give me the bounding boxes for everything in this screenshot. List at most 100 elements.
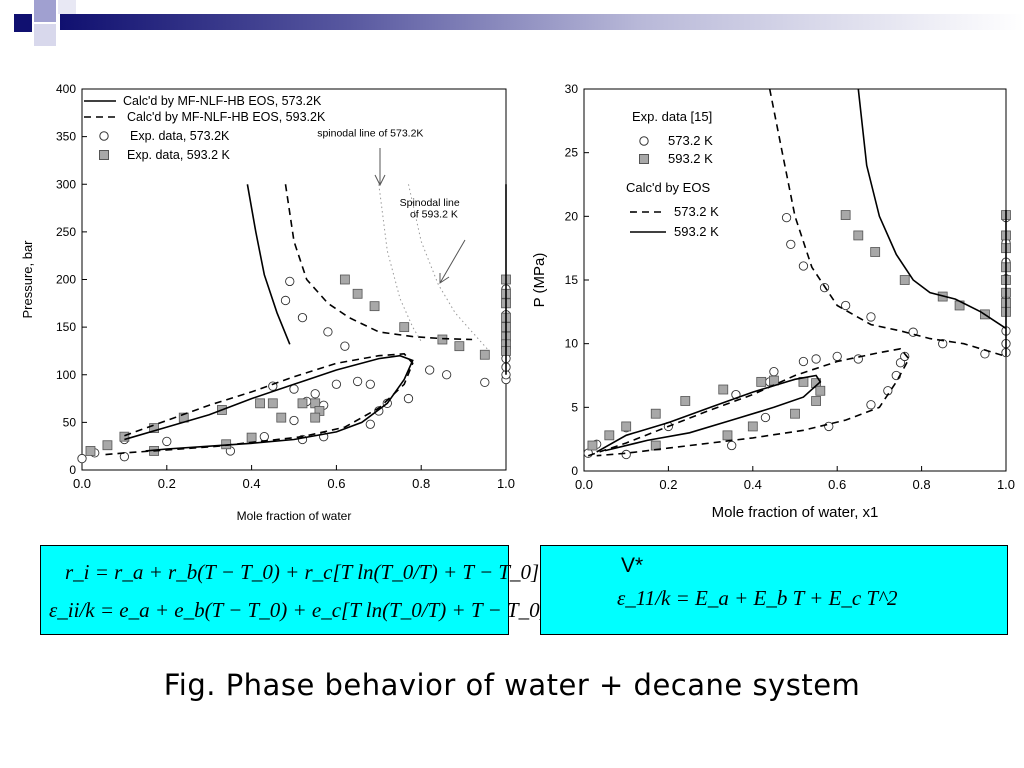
series-line [124, 354, 414, 452]
data-point-square [840, 210, 851, 220]
annotation-arrow [439, 239, 466, 284]
data-point-square [246, 432, 257, 443]
data-point-circle [900, 351, 910, 362]
data-point-circle [280, 295, 291, 306]
data-point-circle [621, 449, 631, 460]
data-point-square [587, 440, 598, 451]
data-point-circle [77, 453, 87, 464]
y-axis-label: P (MPa) [531, 253, 548, 308]
data-point-square [870, 247, 881, 257]
data-point-square [811, 396, 822, 406]
x-tick-label: 0.6 [828, 477, 846, 492]
legend-label: 593.2 K [674, 224, 719, 239]
series-line [768, 88, 1007, 358]
x-tick-label: 0.0 [575, 477, 593, 492]
legend-label: 573.2 K [668, 133, 713, 148]
data-point-square [853, 230, 864, 241]
data-point-circle [866, 400, 876, 410]
legend-label: Calc'd by EOS [626, 180, 710, 195]
data-point-square [399, 322, 410, 333]
equation-eps-ii: ε_ii/k = e_a + e_b(T − T_0) + e_c[T ln(T… [49, 598, 548, 622]
series-line [857, 88, 1007, 330]
legend-square-swatch [99, 150, 109, 160]
data-point-circle [938, 339, 948, 349]
annotation-text: spinodal line of 573.2K [317, 128, 423, 140]
y-tick-label: 25 [565, 146, 579, 160]
x-tick-label: 0.4 [744, 477, 762, 492]
legend-label: Exp. data, 573.2K [130, 129, 230, 143]
y-axis-label: Pressure, bar [20, 240, 35, 319]
data-point-square [437, 334, 448, 345]
data-point-circle [310, 389, 320, 399]
data-point-square [479, 349, 490, 360]
data-point-square [102, 440, 113, 451]
data-point-circle [895, 358, 906, 368]
x-axis-label: Mole fraction of water, x1 [712, 504, 879, 521]
annotation-text: Spinodal line [400, 197, 460, 209]
equation-eps-11: ε_11/k = E_a + E_b T + E_c T^2 [617, 586, 898, 610]
data-point-circle [441, 370, 452, 380]
chart-pressure-mpa: 0.0 0.2 0.4 0.6 0.8 1.0 0 5 10 15 20 25 30 Mole fract… [531, 82, 1015, 521]
legend-circle-swatch [639, 136, 649, 146]
data-point-square [352, 288, 363, 299]
banner-square-white [58, 0, 76, 14]
y-tick-label: 5 [571, 400, 578, 414]
y-tick-label: 0 [69, 463, 76, 477]
data-point-circle [840, 300, 851, 311]
data-point-square [747, 421, 758, 432]
y-tick-label: 0 [571, 464, 578, 478]
chart-pressure-bar: 0.0 0.2 0.4 0.6 0.8 1.0 0 50 100 150 200 250 300 350 4… [20, 82, 515, 523]
x-tick-label: 0.8 [412, 476, 430, 491]
data-point-square [454, 341, 465, 352]
data-point-circle [811, 354, 821, 364]
annotation-text: of 593.2 K [410, 209, 458, 221]
data-point-circle [824, 421, 834, 432]
y-tick-label: 200 [56, 273, 76, 287]
data-point-square [621, 421, 632, 432]
data-point-square [756, 376, 767, 387]
y-tick-label: 10 [565, 337, 579, 351]
series-line [103, 352, 414, 456]
title-banner [0, 0, 1024, 48]
legend-label: Calc'd by MF-NLF-HB EOS, 593.2K [127, 110, 326, 124]
data-point-square [790, 408, 800, 419]
data-point-square [339, 274, 350, 285]
data-point-circle [798, 356, 809, 367]
y-tick-label: 100 [56, 368, 76, 382]
legend-label: Calc'd by MF-NLF-HB EOS, 573.2K [123, 94, 322, 108]
data-point-circle [285, 276, 295, 287]
equation-ri: r_i = r_a + r_b(T − T_0) + r_c[T ln(T_0/… [65, 560, 540, 584]
y-tick-label: 50 [63, 415, 77, 429]
data-point-circle [119, 452, 130, 462]
equation-box-right: V* ε_11/k = E_a + E_b T + E_c T^2 [540, 545, 1008, 635]
banner-gradient [60, 14, 1024, 30]
data-point-square [815, 385, 826, 396]
data-point-circle [259, 432, 269, 442]
banner-square-navy [14, 14, 32, 32]
equation-vstar: V* [621, 554, 644, 577]
x-tick-label: 1.0 [497, 476, 515, 491]
y-tick-label: 250 [56, 225, 76, 239]
figure-caption: Fig. Phase behavior of water + decane sy… [163, 668, 861, 702]
x-tick-label: 0.0 [73, 476, 91, 491]
data-point-square [718, 384, 729, 395]
data-point-circle [297, 312, 308, 323]
series-line [587, 347, 910, 457]
data-point-square [267, 398, 278, 409]
data-point-circle [781, 212, 792, 223]
data-point-square [276, 412, 287, 423]
data-point-square [899, 275, 910, 285]
data-point-square [149, 423, 159, 433]
y-tick-label: 30 [565, 82, 579, 96]
x-tick-label: 0.6 [327, 476, 345, 491]
data-point-circle [340, 341, 350, 351]
data-point-circle [425, 365, 435, 375]
data-point-circle [403, 393, 414, 404]
y-tick-label: 400 [56, 82, 76, 96]
data-point-circle [289, 415, 299, 426]
x-tick-label: 1.0 [997, 477, 1015, 492]
annotation-arrow [374, 148, 386, 187]
data-point-circle [786, 239, 796, 249]
data-point-circle [760, 412, 771, 423]
x-tick-label: 0.4 [243, 476, 261, 491]
